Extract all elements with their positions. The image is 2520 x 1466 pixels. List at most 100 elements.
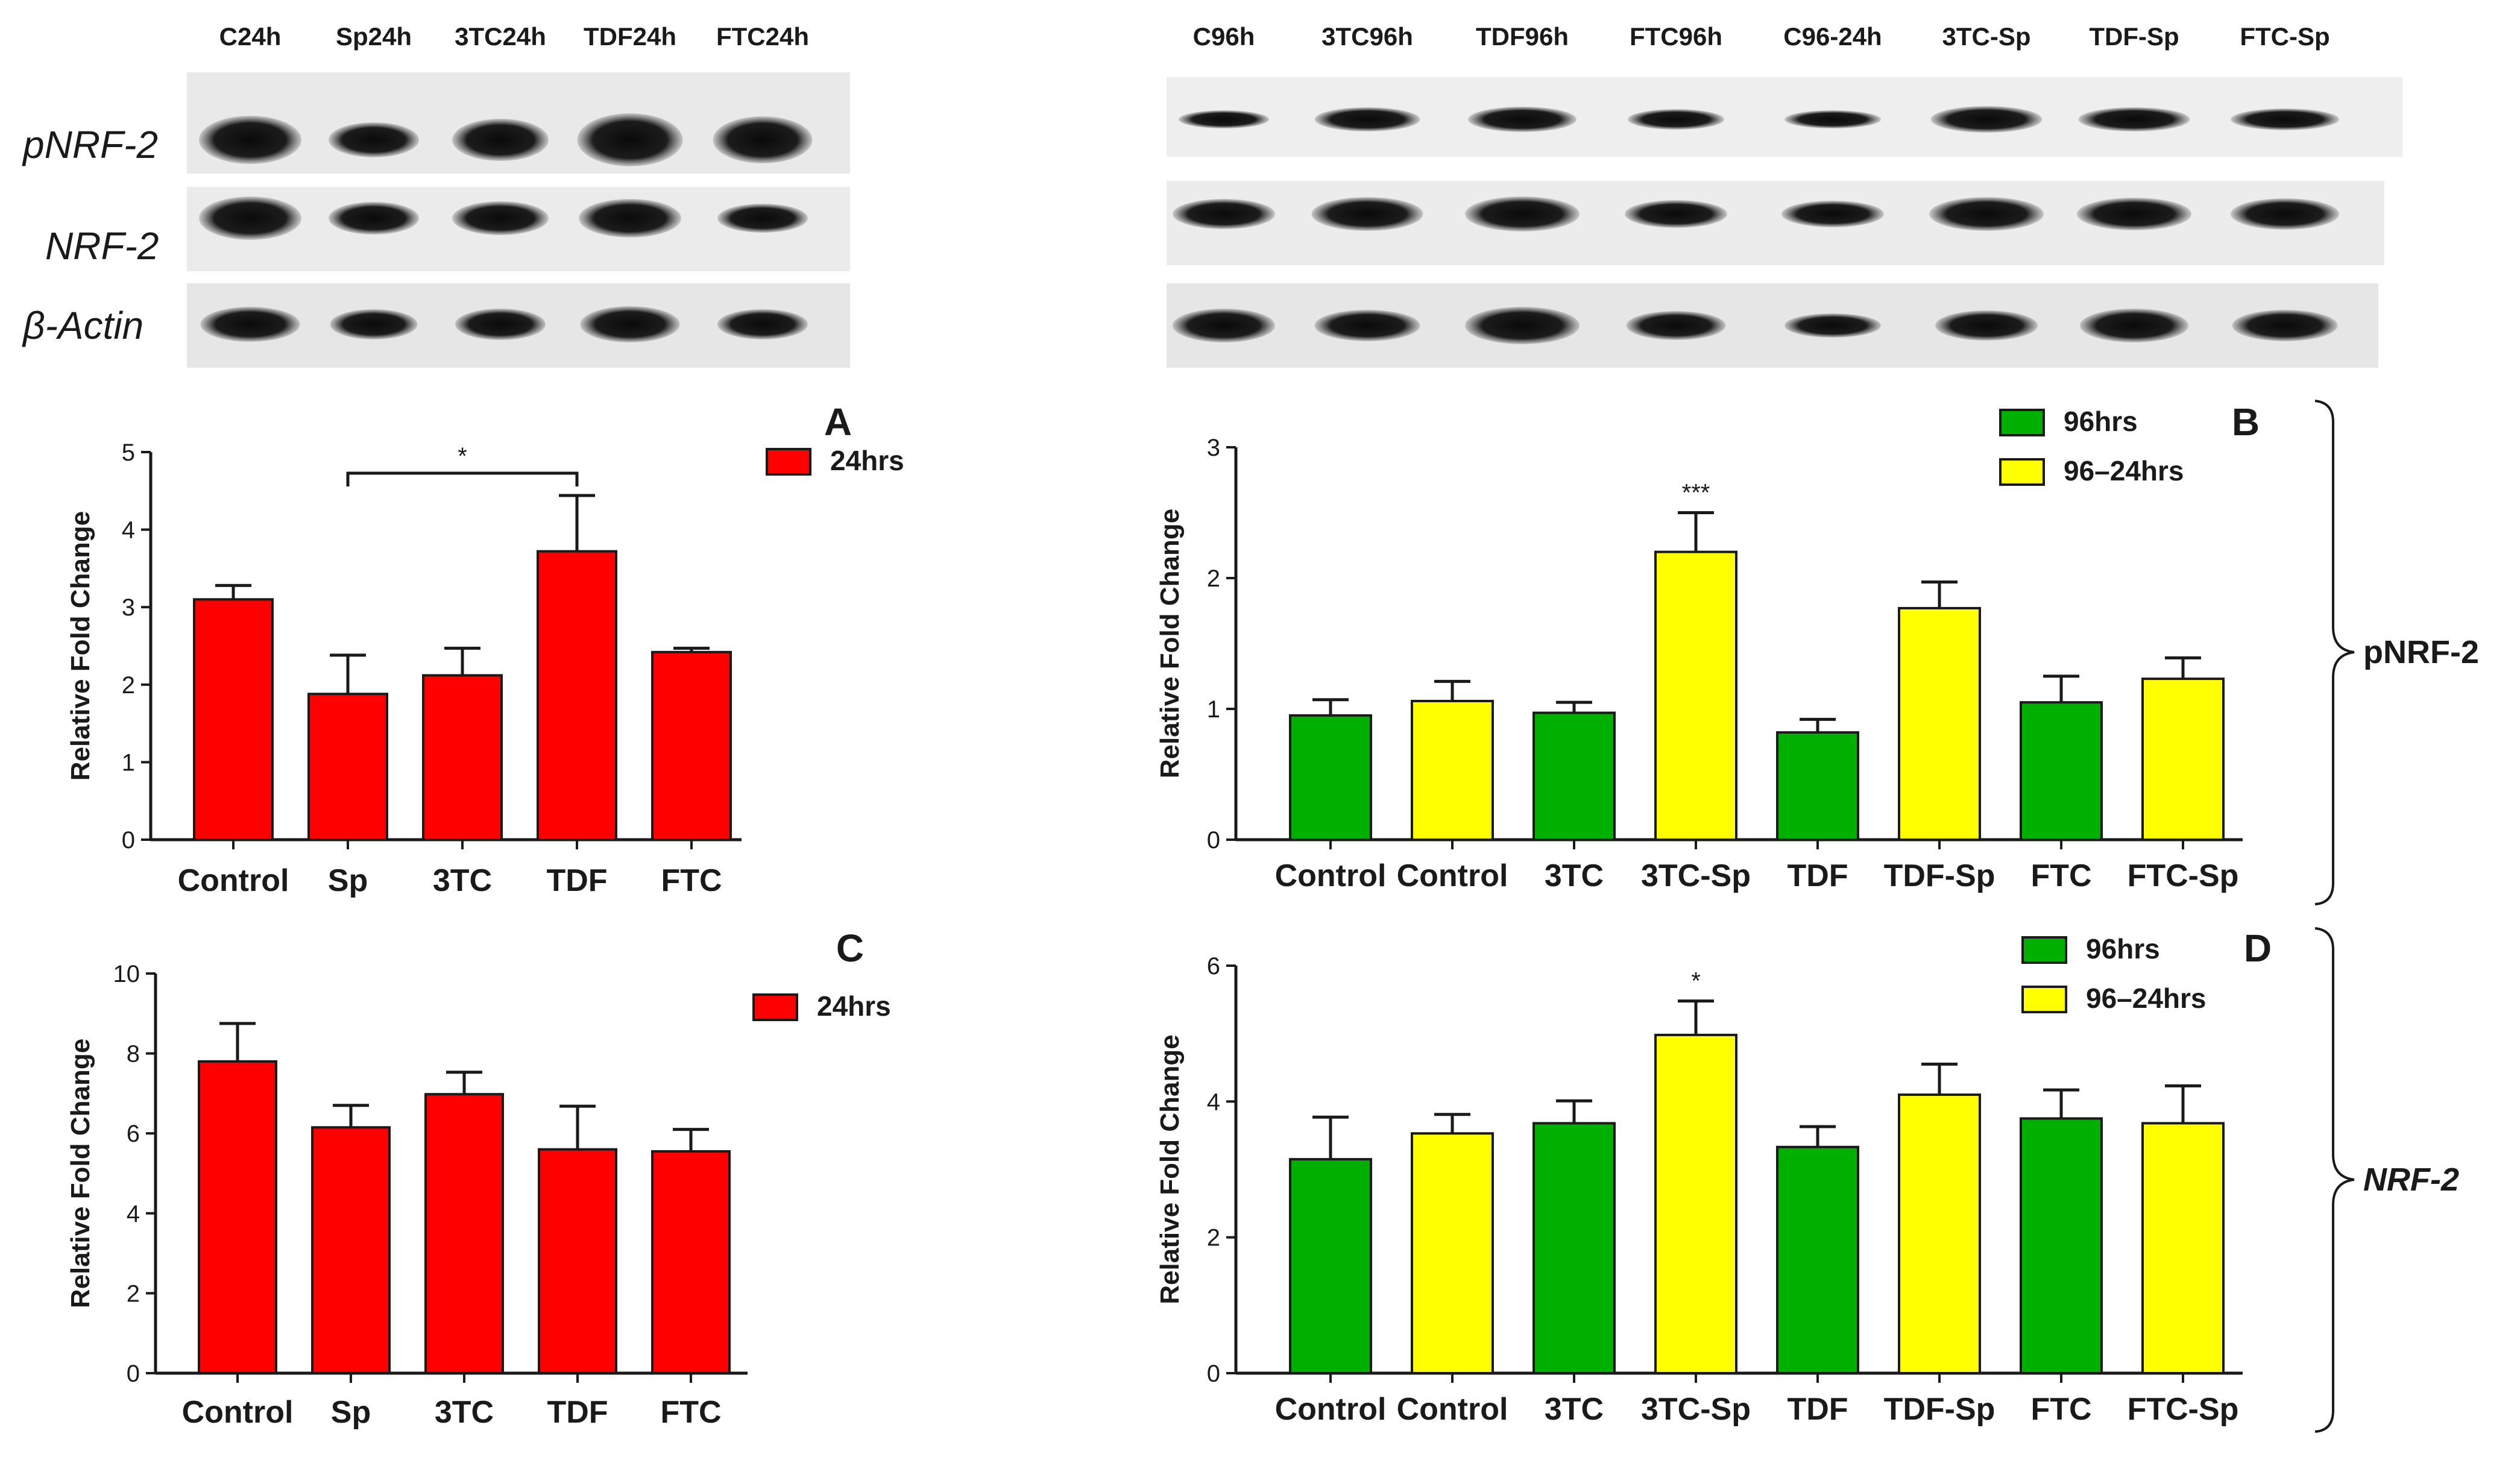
band-right-0-3 <box>1628 109 1724 130</box>
y-tick-label-a-2: 2 <box>122 672 135 699</box>
row-label-actin: β-Actin <box>22 304 143 347</box>
bar-a-1-sp <box>307 693 388 842</box>
legend-label-c-24hrs: 24hrs <box>817 990 891 1022</box>
bar-b-4-tdf <box>1776 731 1859 842</box>
band-right-2-5 <box>1935 310 2038 341</box>
bar-a-4-ftc <box>651 650 732 841</box>
y-tick-label-c-3: 6 <box>127 1121 140 1147</box>
brace-bottom: NRF-2 <box>2314 927 2459 1433</box>
bar-d-4-tdf <box>1776 1145 1859 1374</box>
bar-c-0-control <box>198 1060 277 1374</box>
category-label-c-1: Sp <box>331 1395 371 1430</box>
category-label-b-0: Control <box>1275 858 1387 893</box>
category-label-d-6: FTC <box>2030 1392 2091 1427</box>
legend-swatch-d-96-24hrs <box>2021 986 2067 1013</box>
band-left-1-4 <box>717 204 808 233</box>
band-right-2-0 <box>1173 309 1275 342</box>
legend-swatch-c-24hrs <box>752 993 798 1021</box>
band-left-2-4 <box>717 309 808 339</box>
lane-label-c24h: C24h <box>219 22 282 51</box>
y-tick-label-c-0: 0 <box>127 1361 140 1387</box>
band-right-0-7 <box>2231 109 2339 130</box>
legend-label-b-96hrs: 96hrs <box>2064 406 2138 437</box>
lane-label-3tc-sp: 3TC-Sp <box>1942 22 2031 51</box>
band-left-0-2 <box>452 119 549 161</box>
category-label-d-2: 3TC <box>1545 1392 1604 1427</box>
band-left-1-1 <box>329 202 419 234</box>
bar-d-0-control <box>1289 1158 1372 1374</box>
bar-d-2-3tc <box>1532 1122 1616 1375</box>
lane-label-tdf-sp: TDF-Sp <box>2089 22 2179 51</box>
band-right-2-4 <box>1784 313 1881 338</box>
category-label-d-1: Control <box>1397 1392 1508 1427</box>
brace-bottom-label: NRF-2 <box>2363 1162 2459 1198</box>
band-right-1-3 <box>1625 200 1727 228</box>
category-label-d-4: TDF <box>1787 1392 1848 1427</box>
brace-bottom-path <box>2314 927 2355 1433</box>
band-right-1-2 <box>1465 197 1580 231</box>
lane-label-c96h: C96h <box>1193 22 1255 51</box>
y-tick-label-b-3: 3 <box>1207 435 1220 461</box>
legend-swatch-b-96hrs <box>1999 409 2045 436</box>
lane-label-3tc96h: 3TC96h <box>1321 22 1413 51</box>
y-tick-label-a-4: 4 <box>122 517 135 544</box>
bar-c-3-tdf <box>538 1148 617 1374</box>
y-tick-label-b-1: 1 <box>1207 696 1220 723</box>
blot-right-bands <box>1173 106 2339 344</box>
band-right-2-6 <box>2080 309 2188 342</box>
category-label-b-6: FTC <box>2030 858 2091 893</box>
chart-b: 0 1 2 3 Relative Fold Change Control Control 3T… <box>1155 400 2260 893</box>
legend-label-d-96hrs: 96hrs <box>2086 933 2160 964</box>
lane-label-ftc24h: FTC24h <box>716 22 809 51</box>
lane-label-tdf96h: TDF96h <box>1476 22 1569 51</box>
blot-right: C96h 3TC96h TDF96h FTC96h C96-24h 3TC-Sp… <box>1167 22 2402 368</box>
band-right-0-2 <box>1468 107 1577 132</box>
bar-d-6-ftc <box>2020 1117 2103 1374</box>
y-tick-label-d-0: 0 <box>1207 1361 1220 1387</box>
lane-label-tdf24h: TDF24h <box>584 22 676 51</box>
band-right-2-1 <box>1314 310 1420 341</box>
category-label-c-4: FTC <box>660 1395 721 1430</box>
bar-b-5-tdf-sp <box>1898 606 1981 841</box>
y-tick-label-c-4: 8 <box>127 1041 140 1068</box>
significance-label-a-0: * <box>458 443 467 470</box>
band-left-1-3 <box>579 199 681 238</box>
band-left-0-3 <box>577 113 683 166</box>
y-tick-label-d-2: 4 <box>1207 1089 1220 1115</box>
bar-c-1-sp <box>311 1126 391 1374</box>
legend-swatch-a-24hrs <box>766 448 811 476</box>
significance-mark-b-3: *** <box>1682 480 1710 506</box>
band-right-1-0 <box>1173 199 1275 229</box>
band-right-1-6 <box>2077 198 2191 230</box>
lane-label-sp24h: Sp24h <box>336 22 412 51</box>
y-tick-label-d-1: 2 <box>1207 1225 1220 1251</box>
legend-label-a-24hrs: 24hrs <box>830 445 904 476</box>
bar-b-7-ftc-sp <box>2141 678 2225 841</box>
legend-swatch-b-96-24hrs <box>1999 458 2045 486</box>
y-tick-label-c-2: 4 <box>127 1201 140 1227</box>
brace-top: pNRF-2 <box>2314 400 2479 905</box>
band-left-2-1 <box>330 309 418 339</box>
category-label-a-3: TDF <box>546 863 607 898</box>
category-label-a-1: Sp <box>328 863 368 898</box>
brace-top-path <box>2314 400 2355 905</box>
band-right-0-5 <box>1930 106 2043 133</box>
chart-a: 0 1 2 3 4 5 Relative Fold Change Control Sp 3TC TD… <box>66 400 904 898</box>
chart-d: 0 2 4 6 Relative Fold Change Control Control 3T… <box>1155 926 2272 1427</box>
category-label-b-4: TDF <box>1787 858 1848 893</box>
panel-letter-a: A <box>824 400 852 444</box>
y-tick-label-a-3: 3 <box>122 594 135 621</box>
y-tick-label-b-0: 0 <box>1207 827 1220 854</box>
band-left-1-2 <box>452 201 549 235</box>
lane-label-ftc96h: FTC96h <box>1630 22 1722 51</box>
band-right-1-4 <box>1781 201 1884 227</box>
band-left-2-0 <box>200 307 300 342</box>
bar-d-1-control <box>1411 1132 1494 1374</box>
significance-bracket-a-0 <box>346 471 579 486</box>
lane-label-ftc-sp: FTC-Sp <box>2240 22 2329 51</box>
legend-label-d-96-24hrs: 96–24hrs <box>2086 983 2207 1014</box>
y-tick-label-c-1: 2 <box>127 1280 140 1307</box>
band-left-2-2 <box>455 309 546 340</box>
y-tick-label-b-2: 2 <box>1207 565 1220 592</box>
